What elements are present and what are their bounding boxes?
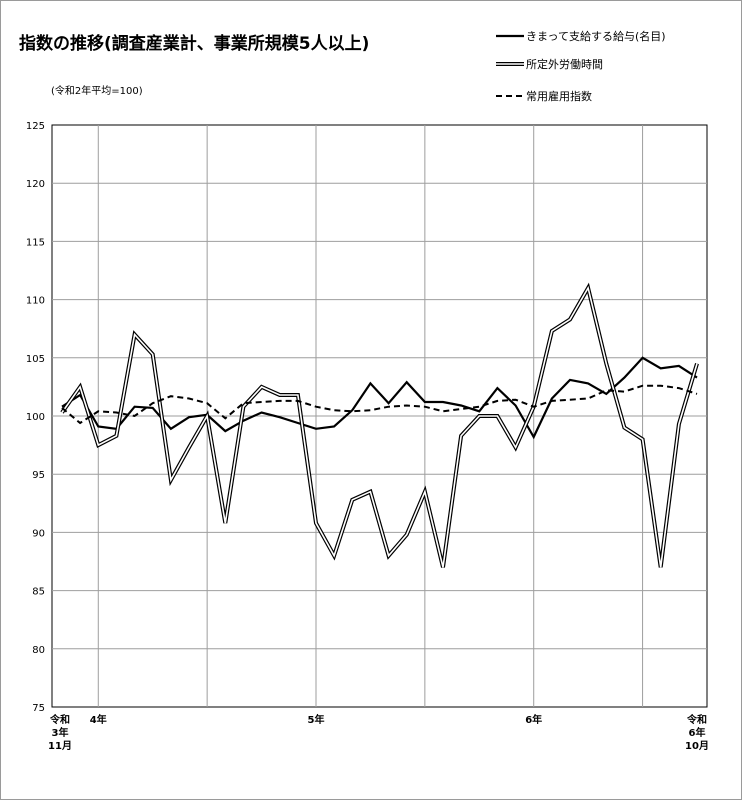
y-tick-label: 105	[26, 354, 45, 365]
x-tick-label: 4年	[90, 713, 107, 726]
y-tick-label: 125	[26, 121, 45, 132]
legend-label: 所定外労働時間	[526, 57, 603, 71]
y-tick-label: 75	[32, 703, 45, 714]
x-tick-label: 5年	[308, 713, 325, 726]
y-axis-ticks: 75 80 85 90 95 100 105 110 115 120 125	[26, 121, 45, 714]
x-tick-label: 令和	[686, 713, 707, 726]
legend-label: きまって支給する給与(名目)	[526, 29, 666, 43]
x-tick-label: 令和	[49, 713, 70, 726]
y-tick-label: 100	[26, 412, 45, 423]
x-tick-label: 6年	[525, 713, 542, 726]
y-tick-label: 120	[26, 179, 45, 190]
x-tick-label: 3年	[52, 726, 69, 739]
x-tick-label: 10月	[685, 740, 709, 752]
series-lines	[60, 282, 699, 568]
y-tick-label: 115	[26, 237, 45, 248]
x-tick-label: 6年	[689, 726, 706, 739]
y-tick-label: 80	[32, 645, 45, 656]
x-tick-label: 11月	[48, 740, 72, 752]
y-tick-label: 90	[32, 528, 45, 539]
series-line-wages	[61, 356, 698, 440]
chart-subtitle: (令和2年平均=100)	[51, 84, 143, 97]
chart-title: 指数の推移(調査産業計、事業所規模5人以上)	[19, 33, 369, 54]
legend-label: 常用雇用指数	[526, 89, 592, 103]
series-line-overtime-inner	[61, 285, 698, 568]
series-line-employment	[61, 384, 698, 425]
y-tick-label: 95	[32, 470, 45, 481]
y-tick-label: 110	[26, 296, 45, 307]
grid-lines	[52, 125, 707, 707]
y-tick-label: 85	[32, 587, 45, 598]
